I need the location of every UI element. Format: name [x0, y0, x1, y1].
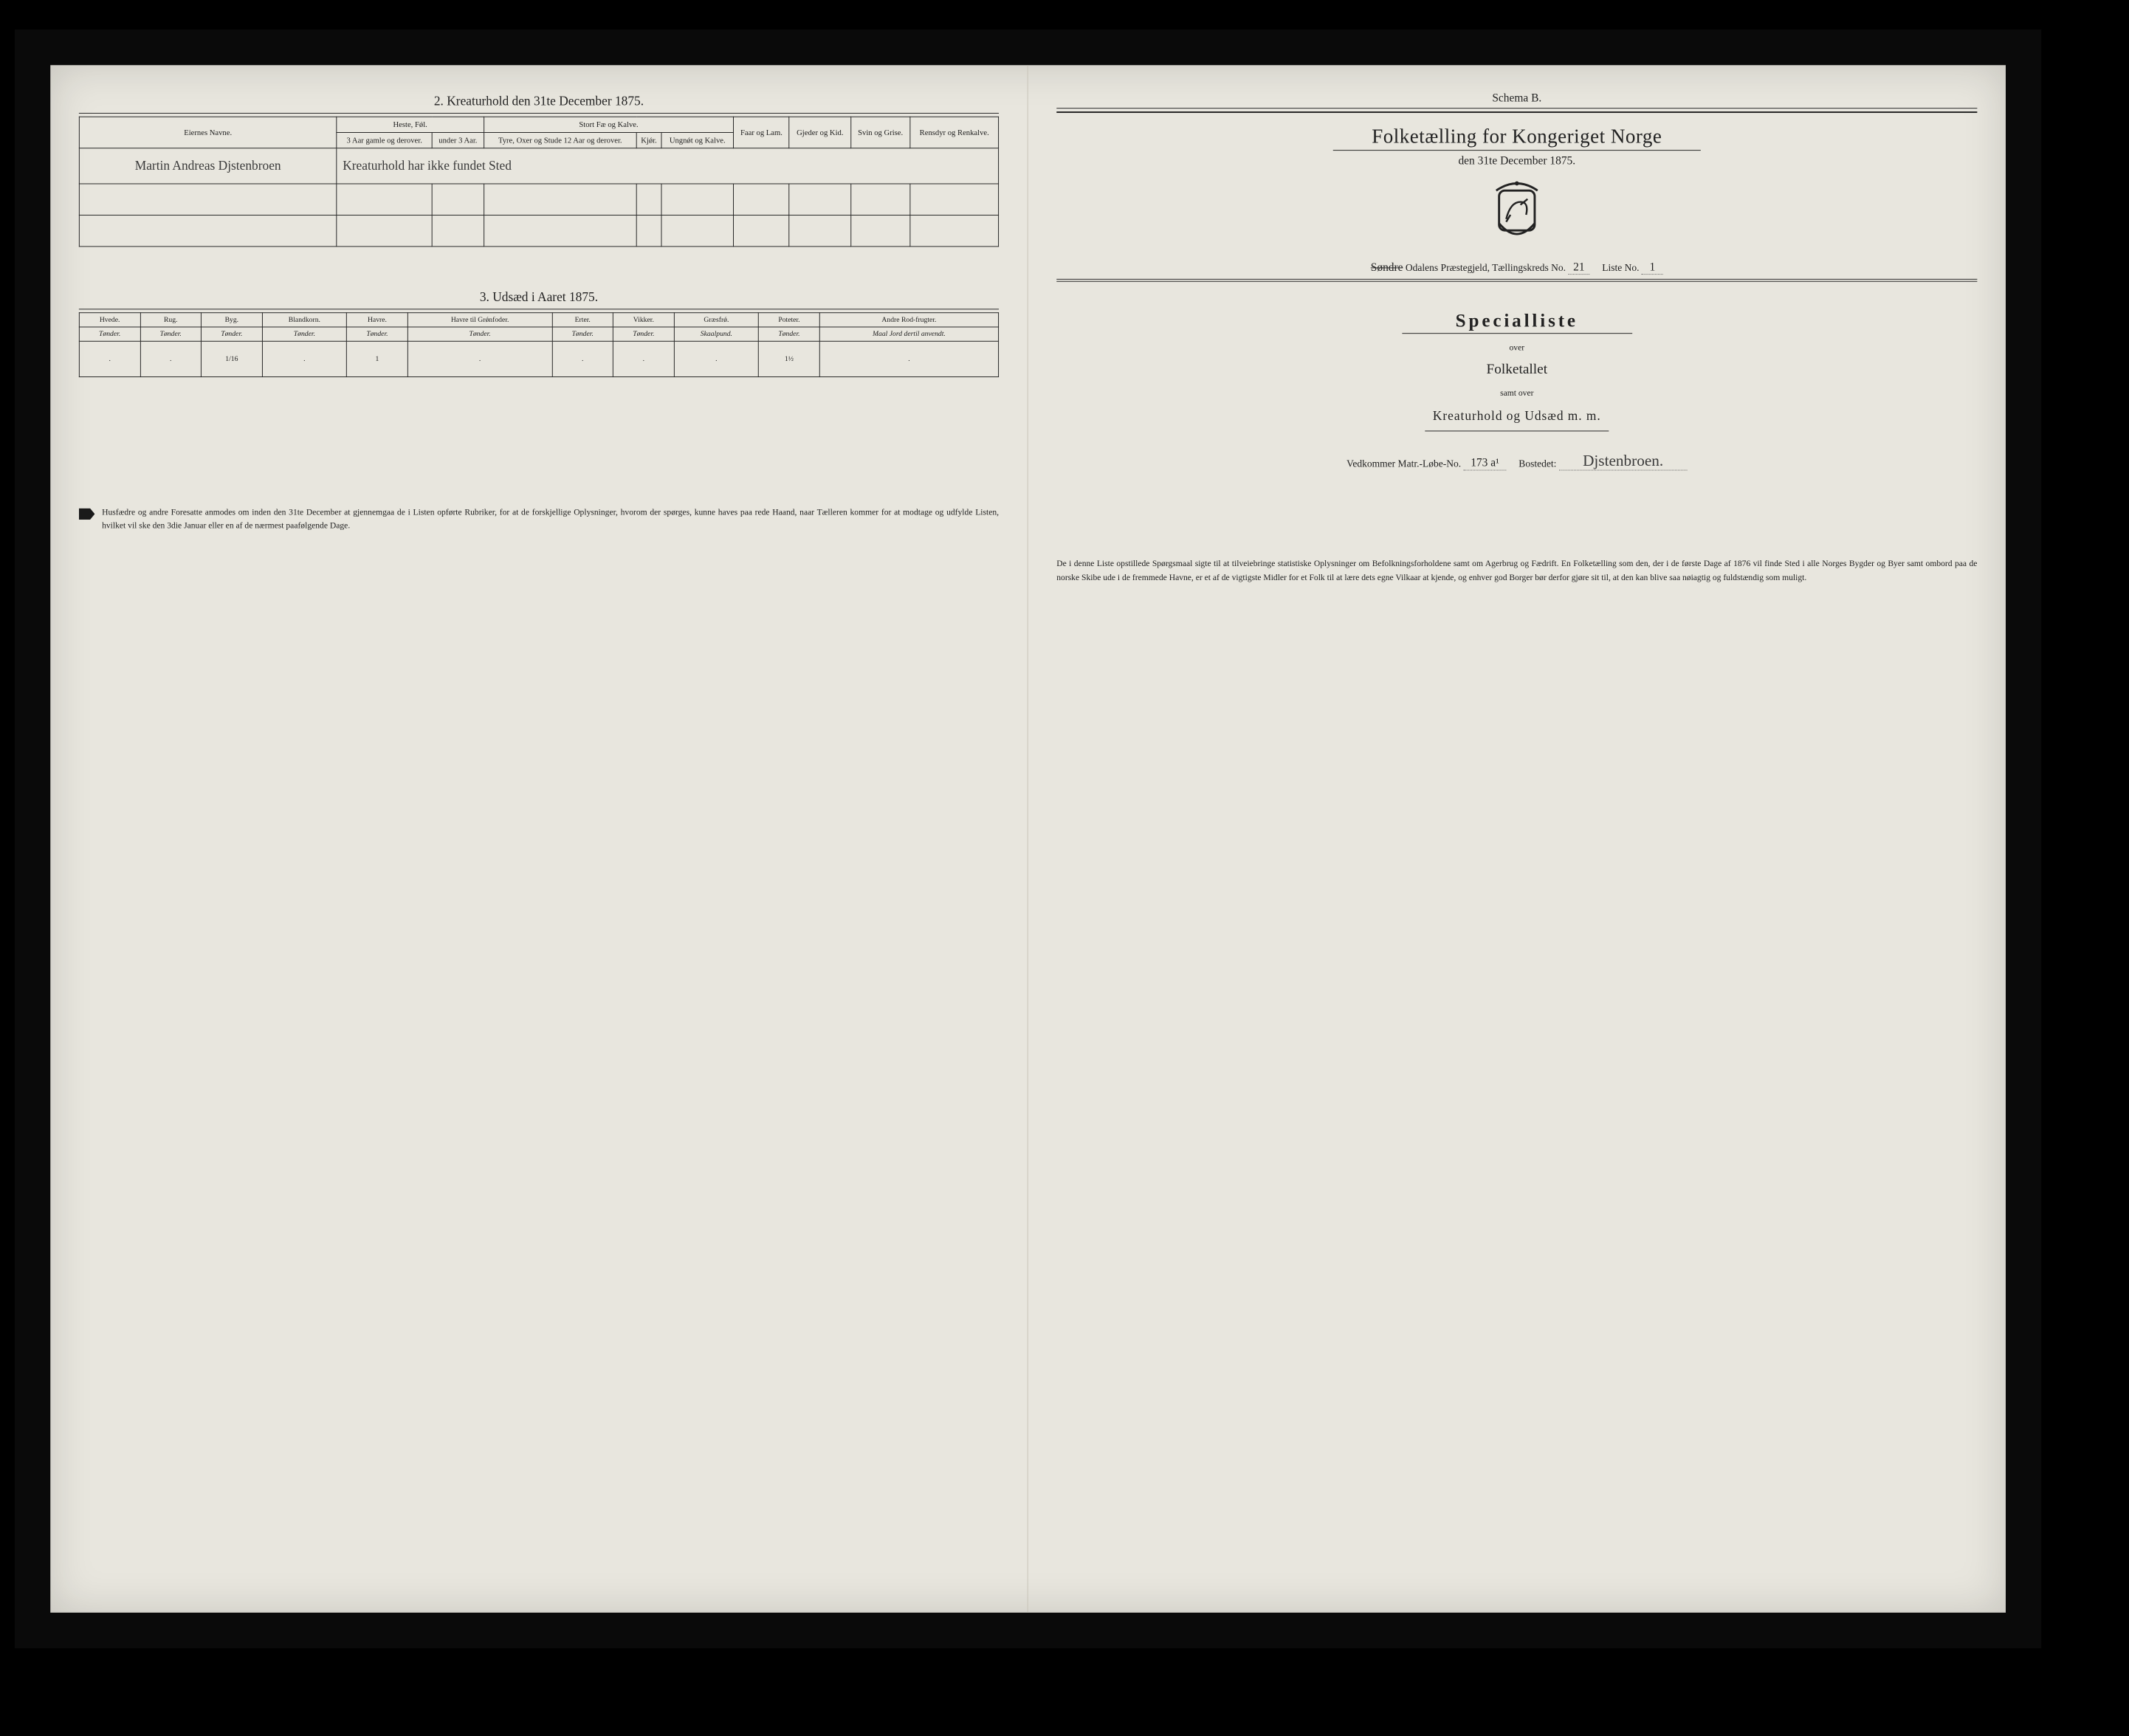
liste-label: Liste No.	[1602, 264, 1639, 274]
rule	[1056, 281, 1977, 282]
th-udsaed: Havre til Grǿnfoder.	[407, 313, 552, 327]
folketallet-heading: Folketallet	[1056, 362, 1977, 378]
th-udsaed: Græsfrǿ.	[674, 313, 759, 327]
coat-of-arms-icon	[1489, 181, 1544, 245]
th-heste-sub1: 3 Aar gamle og derover.	[337, 132, 432, 148]
udsaed-sub-row: Tønder.Tønder.Tønder.Tønder.Tønder.Tønde…	[79, 327, 998, 341]
th-rensdyr: Rensdyr og Renkalve.	[910, 117, 999, 148]
bostedet-label: Bostedet:	[1518, 459, 1556, 469]
th-udsaed-sub: Tønder.	[613, 327, 675, 341]
udsaed-cell: .	[262, 341, 347, 376]
th-stort-sub2: Kjǿr.	[636, 132, 661, 148]
udsaed-cell: .	[140, 341, 202, 376]
rule	[79, 113, 999, 114]
udsaed-cell: .	[674, 341, 759, 376]
rule-thick	[1056, 111, 1977, 113]
th-stort-sub1: Tyre, Oxer og Stude 12 Aar og derover.	[484, 132, 636, 148]
parish-line: Søndre Odalens Præstegjeld, Tællingskred…	[1056, 261, 1977, 275]
main-title: Folketælling for Kongeriget Norge	[1056, 125, 1977, 148]
th-svin: Svin og Grise.	[850, 117, 909, 148]
section3: 3. Udsæd i Aaret 1875. Hvede.Rug.Byg.Bla…	[79, 289, 999, 377]
over-label: over	[1056, 342, 1977, 353]
th-udsaed: Erter.	[552, 313, 613, 327]
udsaed-cell: .	[552, 341, 613, 376]
th-udsaed: Rug.	[140, 313, 202, 327]
th-udsaed-sub: Tønder.	[140, 327, 202, 341]
th-udsaed: Blandkorn.	[262, 313, 347, 327]
bostedet-value: Djstenbroen.	[1559, 451, 1688, 470]
specialliste-heading: Specialliste	[1056, 310, 1977, 331]
scan-container: 2. Kreaturhold den 31te December 1875. E…	[15, 30, 2041, 1648]
kreds-no: 21	[1568, 261, 1589, 275]
right-page: Schema B. Folketælling for Kongeriget No…	[1028, 65, 2006, 1613]
th-udsaed-sub: Tønder.	[347, 327, 408, 341]
th-udsaed-sub: Maal Jord dertil anvendt.	[819, 327, 998, 341]
th-heste: Heste, Fǿl.	[337, 117, 484, 132]
udsaed-cell: .	[613, 341, 675, 376]
udsaed-cell: 1	[347, 341, 408, 376]
th-faar: Faar og Lam.	[734, 117, 790, 148]
matr-no: 173 a¹	[1464, 457, 1507, 470]
rule	[1056, 279, 1977, 280]
th-heste-sub2: under 3 Aar.	[432, 132, 484, 148]
explanatory-paragraph: De i denne Liste opstillede Spørgsmaal s…	[1056, 556, 1977, 585]
th-gjeder: Gjeder og Kid.	[789, 117, 850, 148]
th-udsaed: Havre.	[347, 313, 408, 327]
owner-cell: Martin Andreas Djstenbroen	[79, 148, 337, 184]
th-udsaed-sub: Tønder.	[79, 327, 140, 341]
th-udsaed-sub: Tønder.	[202, 327, 263, 341]
th-udsaed: Andre Rod-frugter.	[819, 313, 998, 327]
th-stort-sub3: Ungnǿt og Kalve.	[661, 132, 734, 148]
kreatur-heading: Kreaturhold og Udsæd m. m.	[1056, 409, 1977, 424]
table-row	[79, 184, 998, 215]
th-owner: Eiernes Navne.	[79, 117, 337, 148]
udsaed-cell: 1/16	[202, 341, 263, 376]
table-row	[79, 215, 998, 246]
liste-no: 1	[1642, 261, 1663, 275]
udsaed-cell: 1½	[759, 341, 820, 376]
rule	[1425, 430, 1609, 431]
table-row: Martin Andreas Djstenbroen Kreaturhold h…	[79, 148, 998, 184]
udsaed-cell: .	[407, 341, 552, 376]
kreaturhold-table: Eiernes Navne. Heste, Fǿl. Stort Fæ og K…	[79, 117, 999, 247]
parish-text: Odalens Præstegjeld, Tællingskreds No.	[1406, 264, 1566, 274]
pointing-hand-icon	[79, 509, 95, 520]
parish-hand: Søndre	[1371, 262, 1403, 274]
th-udsaed: Hvede.	[79, 313, 140, 327]
footnote: Husfædre og andre Foresatte anmodes om i…	[79, 506, 999, 533]
th-udsaed-sub: Tønder.	[759, 327, 820, 341]
footnote-text: Husfædre og andre Foresatte anmodes om i…	[102, 506, 999, 533]
section3-title: 3. Udsæd i Aaret 1875.	[79, 289, 999, 304]
udsaed-head-row: Hvede.Rug.Byg.Blandkorn.Havre.Havre til …	[79, 313, 998, 327]
udsaed-value-row: ..1/16.1....1½.	[79, 341, 998, 376]
th-udsaed-sub: Skaalpund.	[674, 327, 759, 341]
census-date: den 31te December 1875.	[1056, 155, 1977, 168]
th-stort: Stort Fæ og Kalve.	[484, 117, 733, 132]
left-page: 2. Kreaturhold den 31te December 1875. E…	[50, 65, 1028, 1613]
vedkommer-line: Vedkommer Matr.-Løbe-No. 173 a¹ Bostedet…	[1056, 451, 1977, 470]
section2-title: 2. Kreaturhold den 31te December 1875.	[79, 94, 999, 108]
page-spread: 2. Kreaturhold den 31te December 1875. E…	[50, 65, 2006, 1613]
title-underline	[1332, 150, 1701, 151]
udsaed-table: Hvede.Rug.Byg.Blandkorn.Havre.Havre til …	[79, 312, 999, 377]
note-cell: Kreaturhold har ikke fundet Sted	[337, 148, 999, 184]
samt-label: samt over	[1056, 388, 1977, 399]
udsaed-cell: .	[819, 341, 998, 376]
th-udsaed-sub: Tønder.	[262, 327, 347, 341]
th-udsaed-sub: Tønder.	[407, 327, 552, 341]
vedkommer-label: Vedkommer Matr.-Løbe-No.	[1346, 459, 1461, 469]
schema-label: Schema B.	[1056, 92, 1977, 105]
th-udsaed: Vikker.	[613, 313, 675, 327]
rule	[1402, 333, 1632, 334]
udsaed-cell: .	[79, 341, 140, 376]
th-udsaed: Byg.	[202, 313, 263, 327]
th-udsaed: Poteter.	[759, 313, 820, 327]
th-udsaed-sub: Tønder.	[552, 327, 613, 341]
